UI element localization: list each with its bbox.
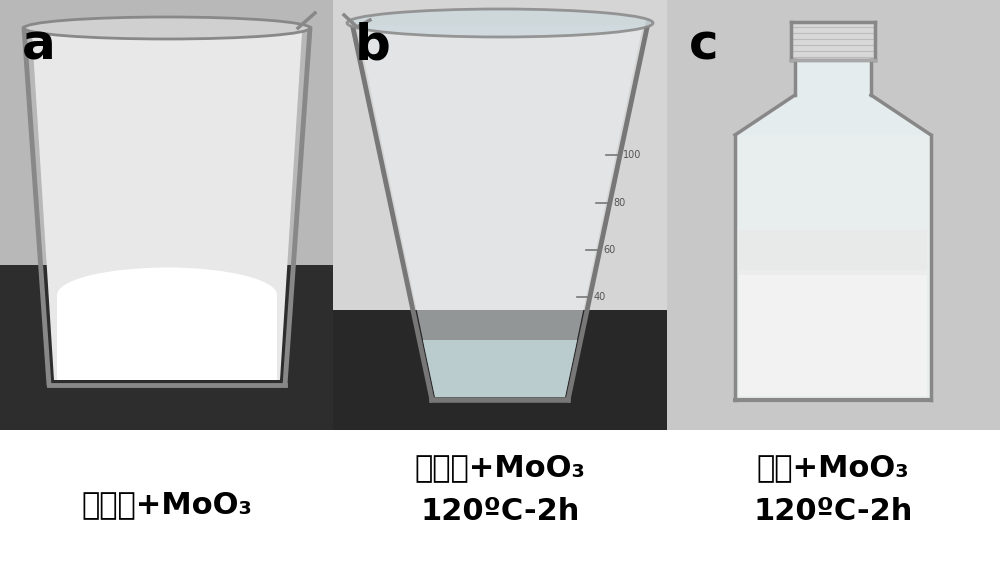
Bar bbox=[791, 22, 875, 60]
Text: 120ºC-2h: 120ºC-2h bbox=[753, 498, 913, 526]
Bar bbox=[795, 60, 871, 95]
Ellipse shape bbox=[347, 9, 653, 37]
Polygon shape bbox=[57, 295, 277, 380]
Text: c: c bbox=[689, 21, 719, 69]
Text: 120ºC-2h: 120ºC-2h bbox=[420, 498, 580, 526]
FancyBboxPatch shape bbox=[333, 310, 667, 430]
Text: 乙二醇+MoO₃: 乙二醇+MoO₃ bbox=[82, 491, 252, 519]
Polygon shape bbox=[32, 33, 302, 380]
Ellipse shape bbox=[24, 17, 310, 39]
Bar bbox=[735, 135, 931, 400]
Text: b: b bbox=[355, 21, 391, 69]
Bar bbox=[739, 270, 927, 396]
Text: 40: 40 bbox=[594, 292, 606, 302]
FancyBboxPatch shape bbox=[667, 0, 1000, 430]
Ellipse shape bbox=[57, 267, 277, 323]
FancyBboxPatch shape bbox=[0, 430, 1000, 574]
Text: 乙二醇+MoO₃: 乙二醇+MoO₃ bbox=[415, 453, 585, 483]
Polygon shape bbox=[357, 25, 643, 397]
Text: 100: 100 bbox=[623, 150, 641, 160]
FancyBboxPatch shape bbox=[333, 0, 667, 430]
FancyBboxPatch shape bbox=[0, 0, 333, 430]
Text: a: a bbox=[22, 21, 56, 69]
FancyBboxPatch shape bbox=[0, 265, 333, 430]
Polygon shape bbox=[735, 95, 931, 135]
Polygon shape bbox=[423, 340, 577, 397]
Text: 60: 60 bbox=[603, 245, 616, 255]
Bar bbox=[739, 230, 927, 275]
Text: 乙醇+MoO₃: 乙醇+MoO₃ bbox=[757, 453, 909, 483]
Text: 80: 80 bbox=[613, 197, 625, 207]
